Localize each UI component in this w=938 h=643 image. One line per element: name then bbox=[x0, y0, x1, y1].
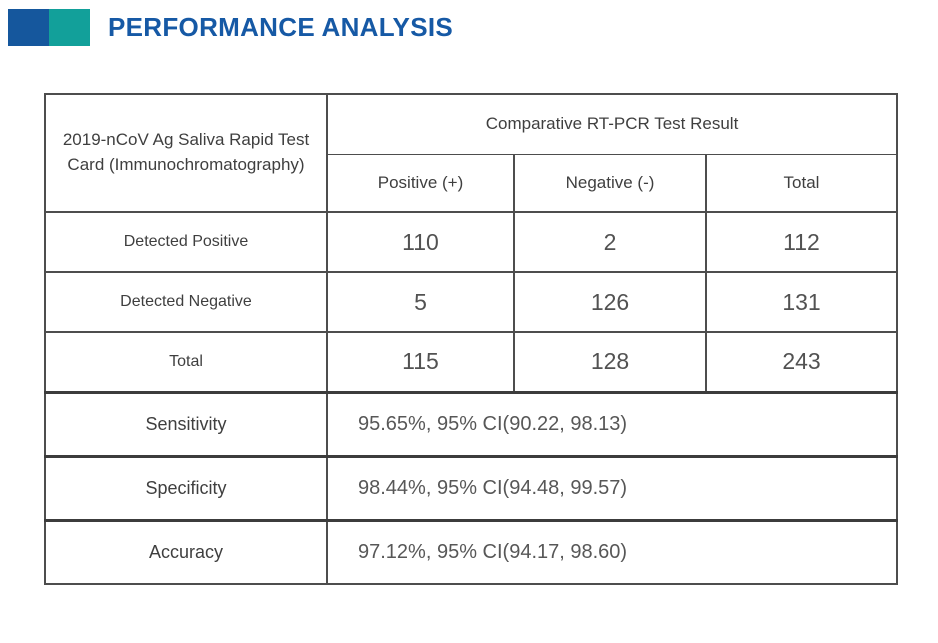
column-header-total: Total bbox=[704, 153, 899, 213]
column-header-positive: Positive (+) bbox=[326, 153, 515, 213]
cell-value: 126 bbox=[513, 271, 707, 333]
cell-value: 2 bbox=[513, 211, 707, 273]
cell-value: 115 bbox=[326, 331, 515, 393]
table-row-sensitivity: Sensitivity 95.65%, 95% CI(90.22, 98.13) bbox=[44, 390, 899, 457]
stat-label: Accuracy bbox=[44, 518, 328, 585]
stat-label: Specificity bbox=[44, 454, 328, 521]
cell-value: 110 bbox=[326, 211, 515, 273]
table-row-detected-positive: Detected Positive 110 2 112 bbox=[44, 211, 899, 273]
table-header-row-2: Positive (+) Negative (-) Total bbox=[45, 153, 899, 213]
stat-value: 97.12%, 95% CI(94.17, 98.60) bbox=[325, 518, 899, 585]
page-title: PERFORMANCE ANALYSIS bbox=[108, 12, 454, 42]
stat-value: 95.65%, 95% CI(90.22, 98.13) bbox=[325, 390, 899, 457]
cell-value: 5 bbox=[326, 271, 515, 333]
cell-value: 112 bbox=[704, 211, 899, 273]
row-label: Detected Positive bbox=[44, 211, 328, 273]
cell-value: 243 bbox=[704, 331, 899, 393]
accent-square-teal-icon bbox=[49, 9, 90, 46]
table-row-specificity: Specificity 98.44%, 95% CI(94.48, 99.57) bbox=[44, 454, 899, 521]
stat-value: 98.44%, 95% CI(94.48, 99.57) bbox=[325, 454, 899, 521]
table-row-total: Total 115 128 243 bbox=[44, 331, 899, 393]
accent-square-blue-icon bbox=[8, 9, 49, 46]
row-label: Detected Negative bbox=[44, 271, 328, 333]
row-header-test-card: 2019-nCoV Ag Saliva Rapid Test Card (Imm… bbox=[44, 93, 328, 213]
stat-label: Sensitivity bbox=[44, 390, 328, 457]
cell-value: 128 bbox=[513, 331, 707, 393]
table-row-detected-negative: Detected Negative 5 126 131 bbox=[44, 271, 899, 333]
column-header-negative: Negative (-) bbox=[513, 153, 707, 213]
cell-value: 131 bbox=[704, 271, 899, 333]
performance-analysis-table: 2019-nCoV Ag Saliva Rapid Test Card (Imm… bbox=[44, 93, 899, 585]
table-header-row-1: 2019-nCoV Ag Saliva Rapid Test Card (Imm… bbox=[44, 93, 899, 213]
page-header: PERFORMANCE ANALYSIS bbox=[8, 9, 453, 46]
table-row-accuracy: Accuracy 97.12%, 95% CI(94.17, 98.60) bbox=[44, 518, 899, 585]
column-group-header: Comparative RT-PCR Test Result bbox=[325, 93, 899, 155]
row-label: Total bbox=[44, 331, 328, 393]
